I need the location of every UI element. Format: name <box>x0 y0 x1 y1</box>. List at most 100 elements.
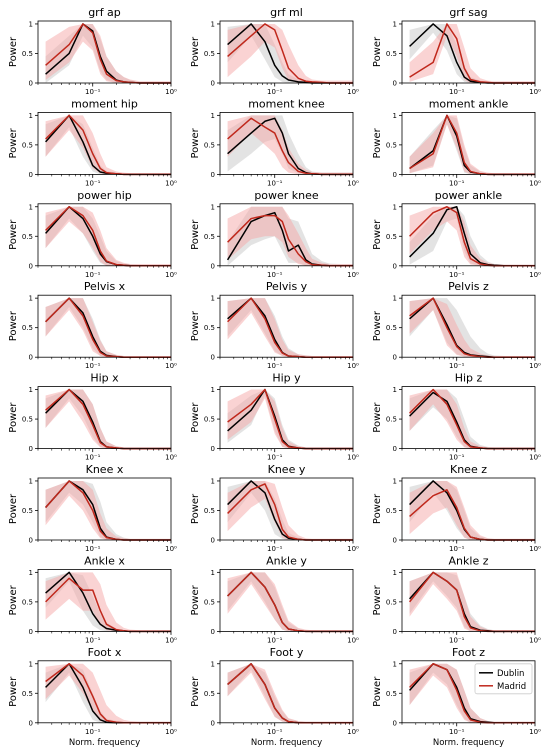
axes-frame <box>401 294 536 358</box>
y-tick-label: 1 <box>393 112 397 120</box>
y-tick-label: 0.5 <box>386 507 397 515</box>
axes-frame <box>219 477 354 541</box>
panel-title: Knee y <box>268 463 306 476</box>
panel: Hip y Power 0 0.5 1 10⁻¹ 10⁰ <box>190 372 359 462</box>
x-tick-label: 10⁻¹ <box>449 728 465 736</box>
panel: Knee z Power 0 0.5 1 10⁻¹ 10⁰ <box>372 463 541 553</box>
x-tick-label: 10⁻¹ <box>449 545 465 553</box>
panel-title: grf ml <box>270 6 303 19</box>
x-tick-label: 10⁰ <box>529 636 541 644</box>
axes-frame <box>401 386 536 450</box>
y-tick-label: 1 <box>393 477 397 485</box>
panel: Pelvis y Power 0 0.5 1 10⁻¹ 10⁰ <box>190 280 359 370</box>
x-tick-label: 10⁰ <box>165 545 177 553</box>
axes-frame <box>401 660 536 724</box>
y-tick-label: 0.5 <box>22 598 33 606</box>
panel: Ankle z Power 0 0.5 1 10⁻¹ 10⁰ <box>372 554 541 644</box>
panel: Foot z Power 0 0.5 1 10⁻¹ 10⁰ Norm. frequency Du… <box>372 646 541 748</box>
y-tick-label: 0.5 <box>22 690 33 698</box>
confidence-band <box>409 389 535 449</box>
panel-title: moment ankle <box>429 97 509 110</box>
axes-frame <box>37 203 172 267</box>
axes-frame <box>37 386 172 450</box>
x-axis-label: Norm. frequency <box>69 738 140 748</box>
y-tick-label: 0 <box>29 80 33 88</box>
x-tick-label: 10⁰ <box>529 179 541 187</box>
y-axis-label: Power <box>190 402 201 433</box>
y-axis-label: Power <box>190 219 201 250</box>
y-tick-label: 0 <box>29 171 33 179</box>
axes-frame <box>401 569 536 632</box>
y-axis-label: Power <box>8 584 19 615</box>
y-tick-label: 1 <box>29 477 33 485</box>
y-tick-label: 1 <box>211 386 215 394</box>
y-tick-label: 1 <box>393 386 397 394</box>
axes-frame <box>37 112 172 175</box>
x-tick-label: 10⁰ <box>165 636 177 644</box>
x-tick-label: 10⁰ <box>165 179 177 187</box>
legend-label: Madrid <box>497 682 526 692</box>
x-tick-label: 10⁻¹ <box>267 179 283 187</box>
panel-title: Ankle x <box>84 554 125 567</box>
axes-frame <box>219 20 354 84</box>
y-tick-label: 1 <box>29 295 33 303</box>
panel-title: Hip x <box>90 372 119 385</box>
axes-frame <box>219 386 354 450</box>
y-tick-label: 0 <box>211 628 215 636</box>
x-tick-label: 10⁻¹ <box>449 179 465 187</box>
y-tick-label: 0 <box>211 80 215 88</box>
panel-title: Pelvis z <box>448 280 489 293</box>
y-axis-label: Power <box>8 310 19 341</box>
y-axis-label: Power <box>190 127 201 158</box>
y-tick-label: 0.5 <box>386 324 397 332</box>
axes-frame <box>37 294 172 358</box>
x-tick-label: 10⁰ <box>529 271 541 279</box>
confidence-band <box>227 206 353 266</box>
panel: Hip z Power 0 0.5 1 10⁻¹ 10⁰ <box>372 372 541 462</box>
x-tick-label: 10⁰ <box>347 545 359 553</box>
panel-title: Knee x <box>86 463 124 476</box>
y-tick-label: 0 <box>393 537 397 545</box>
y-axis-label: Power <box>8 676 19 707</box>
y-axis-label: Power <box>372 219 383 250</box>
panel-title: moment hip <box>71 97 138 110</box>
panel-title: grf ap <box>88 6 121 19</box>
x-tick-label: 10⁻¹ <box>267 88 283 96</box>
confidence-band <box>45 115 172 175</box>
x-tick-label: 10⁰ <box>165 271 177 279</box>
confidence-band <box>45 23 172 83</box>
panel-title: grf sag <box>449 6 487 19</box>
y-tick-label: 1 <box>393 660 397 668</box>
y-tick-label: 1 <box>211 112 215 120</box>
confidence-band <box>45 206 172 266</box>
y-axis-label: Power <box>8 219 19 250</box>
confidence-band <box>45 389 172 449</box>
y-axis-label: Power <box>190 36 201 67</box>
y-tick-label: 0 <box>211 262 215 270</box>
y-tick-label: 0 <box>211 537 215 545</box>
x-tick-label: 10⁻¹ <box>267 728 283 736</box>
y-tick-label: 0.5 <box>22 50 33 58</box>
y-tick-label: 0 <box>29 262 33 270</box>
y-tick-label: 0 <box>29 354 33 362</box>
panel-title: Hip z <box>455 372 483 385</box>
x-tick-label: 10⁻¹ <box>267 362 283 370</box>
y-axis-label: Power <box>8 36 19 67</box>
panel: Pelvis z Power 0 0.5 1 10⁻¹ 10⁰ <box>372 280 541 370</box>
x-tick-label: 10⁻¹ <box>85 362 101 370</box>
panel-title: Pelvis x <box>84 280 126 293</box>
y-tick-label: 0.5 <box>22 233 33 241</box>
y-tick-label: 0 <box>393 354 397 362</box>
panel: Knee y Power 0 0.5 1 10⁻¹ 10⁰ <box>190 463 359 553</box>
x-axis-label: Norm. frequency <box>433 738 504 748</box>
y-axis-label: Power <box>190 584 201 615</box>
x-tick-label: 10⁰ <box>347 362 359 370</box>
x-tick-label: 10⁰ <box>347 454 359 462</box>
panel: grf ml Power 0 0.5 1 10⁻¹ 10⁰ <box>190 6 359 96</box>
confidence-band <box>45 298 172 358</box>
y-tick-label: 0.5 <box>204 141 215 149</box>
y-tick-label: 0 <box>211 171 215 179</box>
x-tick-label: 10⁻¹ <box>449 362 465 370</box>
y-axis-label: Power <box>190 310 201 341</box>
x-tick-label: 10⁻¹ <box>85 545 101 553</box>
